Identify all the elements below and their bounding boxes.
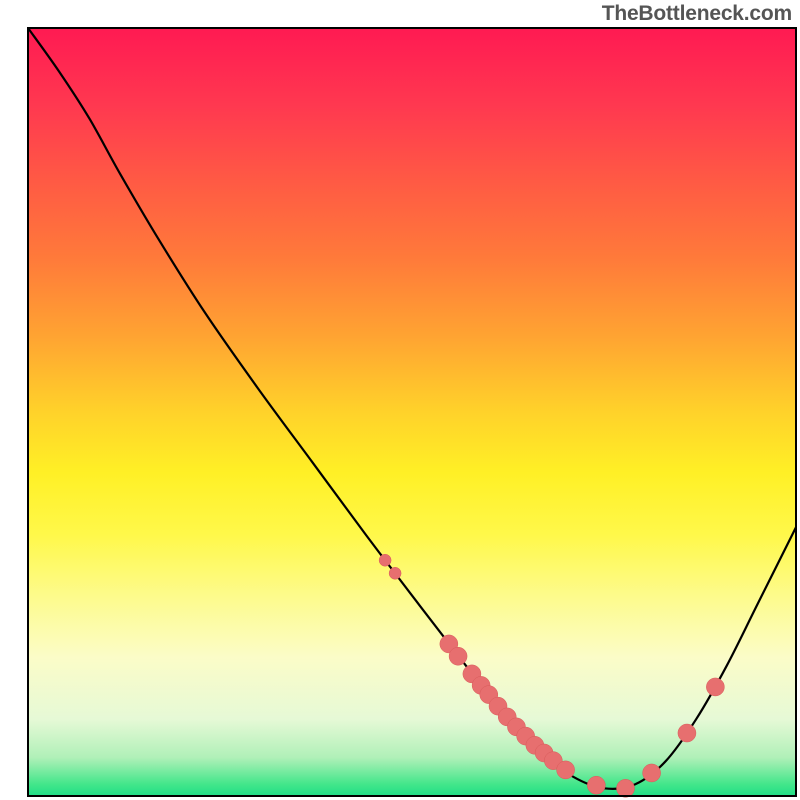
data-marker — [587, 776, 605, 794]
chart-container: TheBottleneck.com — [0, 0, 800, 800]
data-marker — [449, 647, 467, 665]
data-marker — [706, 678, 724, 696]
data-marker — [643, 764, 661, 782]
watermark-text: TheBottleneck.com — [602, 2, 792, 26]
data-marker — [379, 554, 391, 566]
data-marker — [617, 779, 635, 797]
data-marker — [389, 567, 401, 579]
data-marker — [557, 761, 575, 779]
plot-background — [28, 28, 796, 796]
bottleneck-chart — [0, 0, 800, 800]
data-marker — [678, 724, 696, 742]
